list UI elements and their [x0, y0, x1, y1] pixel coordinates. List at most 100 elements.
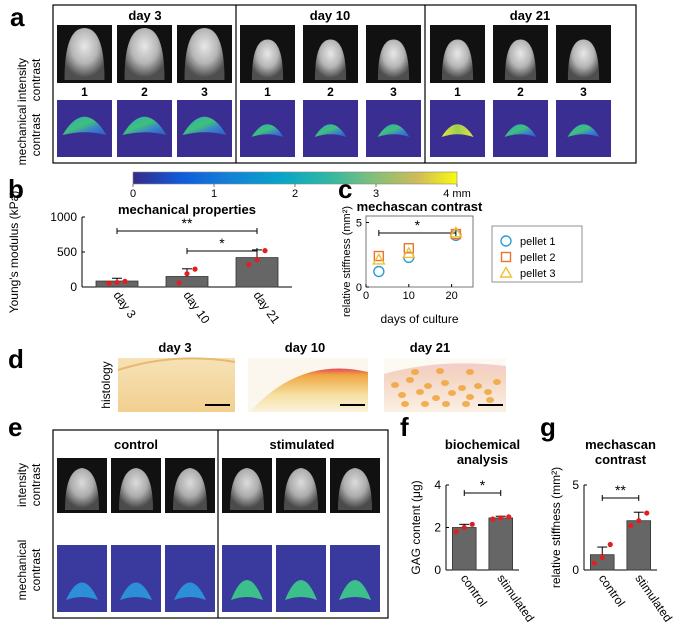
colorbar-tick-label: 2: [292, 188, 298, 200]
stiffness-map: [174, 582, 206, 600]
stiffness-map: [66, 582, 98, 600]
scatter-point: [373, 265, 385, 278]
stiffness-map: [120, 582, 152, 600]
chart-title-line: contrast: [595, 452, 647, 467]
data-point: [106, 280, 112, 286]
panel-d-histology-images: [117, 357, 506, 412]
panel-d-day-label-1: day 3: [158, 340, 191, 355]
scatter-point: [402, 246, 416, 259]
y-tick-label: 0: [572, 563, 579, 577]
chart-title-line: biochemical: [445, 437, 520, 452]
panel-d-letter: d: [8, 344, 24, 374]
panel-a-row-label-mech-1: mechanical: [15, 105, 29, 166]
legend-entry: pellet 1: [520, 236, 555, 248]
x-axis-label: days of culture: [380, 312, 458, 326]
data-point: [114, 279, 120, 286]
panel-f-letter: f: [400, 412, 409, 442]
y-axis-label: relative stiffness (mm²): [549, 467, 563, 588]
scatter-point: [373, 250, 385, 262]
x-tick-label: 10: [403, 290, 415, 302]
pellet-shape: [567, 39, 600, 80]
pellet-shape: [504, 39, 537, 80]
panel-e-row-label-intensity-1: intensity: [15, 463, 29, 507]
x-tick-label: day 3: [111, 289, 139, 321]
panel-e-image-grid: [57, 458, 380, 612]
panel-e-row-label-intensity-2: contrast: [29, 463, 43, 506]
panel-b-chart: mechanical properties 0 500 1000 Young's mod…: [7, 191, 292, 327]
y-axis-label: Young's modulus (kPa): [7, 191, 21, 314]
pellet-shape: [377, 39, 410, 80]
x-tick-label: stimulated: [494, 572, 537, 625]
panel-e-row-label-mech-1: mechanical: [15, 540, 29, 601]
histology-cell: [416, 389, 424, 395]
histology-cell: [441, 380, 449, 386]
data-point: [192, 266, 198, 272]
data-point: [469, 521, 475, 527]
stiffness-map: [285, 580, 317, 600]
histology-cell: [406, 377, 414, 383]
pellet-shape: [173, 468, 207, 510]
colorbar-tick-label: 3: [373, 188, 379, 200]
panel-a-day-label-1: day 3: [128, 8, 161, 23]
panel-a-day-label-2: day 10: [310, 8, 350, 23]
sample-number-label: 1: [454, 85, 461, 99]
significance-label: *: [415, 217, 421, 233]
stiffness-map: [377, 124, 410, 137]
data-point: [461, 524, 467, 531]
scatter-point: [449, 225, 463, 238]
histology-day3-edge: [117, 357, 236, 371]
pellet-shape: [314, 39, 347, 80]
x-tick-label: 20: [445, 290, 457, 302]
y-tick-label: 4: [434, 478, 441, 492]
panel-a-day-label-3: day 21: [510, 8, 550, 23]
panel-a-image-grid: 1 2 3 1 2 3 1 2 3: [57, 25, 611, 157]
panel-b-letter: b: [8, 174, 24, 204]
data-point: [628, 523, 634, 529]
stiffness-map: [122, 116, 167, 135]
data-point: [636, 518, 642, 524]
histology-day3-image: [118, 358, 235, 412]
histology-cell: [448, 390, 456, 396]
histology-cell: [411, 369, 419, 375]
panel-d-day-label-2: day 10: [285, 340, 325, 355]
y-tick-label: 0: [70, 280, 77, 294]
data-point: [498, 515, 504, 521]
colorbar-ticks: 0 1 2 3 4 mm: [130, 184, 471, 200]
legend-box: [491, 225, 583, 283]
histology-cell: [458, 385, 466, 391]
stiffness-map: [62, 116, 107, 135]
sample-number-label: 1: [264, 85, 271, 99]
significance-label: **: [182, 215, 193, 231]
pellet-shape: [119, 468, 153, 510]
y-tick-label: 5: [356, 217, 362, 229]
pellet-shape: [251, 39, 284, 80]
panel-d-day-label-3: day 21: [410, 340, 450, 355]
panel-e-frame: [52, 429, 389, 619]
mechanical-image: [276, 545, 326, 612]
data-point: [607, 541, 613, 548]
histology-cell: [432, 395, 440, 401]
histology-cell: [442, 401, 450, 407]
y-tick-label: 1000: [50, 210, 77, 224]
panel-e-group-label-control: control: [114, 437, 158, 452]
x-tick-label: day 21: [251, 289, 283, 327]
data-point: [599, 554, 605, 560]
panel-c-letter: c: [338, 174, 352, 204]
legend-marker: [499, 266, 513, 278]
scatter-point: [372, 252, 386, 265]
stiffness-map: [231, 580, 263, 600]
data-point: [122, 278, 128, 284]
pellet-shape: [184, 28, 225, 80]
pellet-shape: [230, 468, 264, 510]
sample-number-label: 2: [327, 85, 334, 99]
pellet-shape: [441, 39, 474, 80]
histology-cell: [466, 394, 474, 400]
colorbar: [132, 171, 458, 185]
panel-a-row-label-mech-2: contrast: [29, 113, 43, 156]
panel-c-chart: mechascan contrast 0 10 20 0 5 days of culture…: [341, 199, 583, 326]
x-tick-label: day 10: [181, 289, 213, 327]
x-tick-label: stimulated: [632, 572, 675, 625]
pellet-shape: [65, 468, 99, 510]
